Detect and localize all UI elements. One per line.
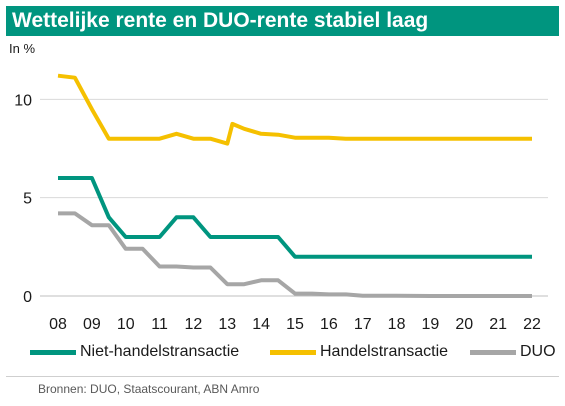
legend-label-niet: Niet-handelstransactie xyxy=(80,343,240,360)
y-tick-label: 0 xyxy=(23,289,32,306)
legend-swatch-duo xyxy=(470,349,516,355)
source-note: Bronnen: DUO, Staatscourant, ABN Amro xyxy=(38,382,260,396)
legend-item-handel: Handelstransactie xyxy=(270,342,448,362)
x-tick-label: 14 xyxy=(252,316,270,333)
legend-item-niet: Niet-handelstransactie xyxy=(30,342,239,362)
x-tick-label: 16 xyxy=(320,316,338,333)
x-tick-label: 22 xyxy=(523,316,541,333)
x-tick-label: 17 xyxy=(354,316,372,333)
title-banner: Wettelijke rente en DUO-rente stabiel la… xyxy=(6,6,559,36)
x-tick-label: 21 xyxy=(489,316,507,333)
series-line-0 xyxy=(58,176,532,259)
legend-swatch-niet xyxy=(30,349,76,355)
y-tick-label: 5 xyxy=(23,191,32,208)
y-unit-label: In % xyxy=(9,41,36,56)
line-chart: 0 5 10 08 09 10 11 12 13 14 15 16 17 18 19 20 21 22 xyxy=(14,73,548,333)
x-tick-label: 08 xyxy=(49,316,67,333)
x-tick-label: 11 xyxy=(151,316,168,333)
x-tick-label: 18 xyxy=(388,316,406,333)
chart-title: Wettelijke rente en DUO-rente stabiel la… xyxy=(12,9,429,32)
source-divider xyxy=(6,376,559,377)
x-tick-label: 13 xyxy=(218,316,236,333)
x-tick-label: 10 xyxy=(117,316,135,333)
x-tick-label: 19 xyxy=(422,316,440,333)
series-line-2 xyxy=(58,211,532,298)
legend-swatch-handel xyxy=(270,349,316,355)
legend-item-duo: DUO xyxy=(470,342,556,362)
series-line-1 xyxy=(57,73,532,146)
x-tick-label: 09 xyxy=(83,316,101,333)
x-tick-label: 12 xyxy=(185,316,203,333)
x-tick-label: 20 xyxy=(455,316,473,333)
x-tick-label: 15 xyxy=(286,316,304,333)
legend-label-duo: DUO xyxy=(520,343,556,360)
legend-label-handel: Handelstransactie xyxy=(320,343,449,360)
y-tick-label: 10 xyxy=(14,92,32,109)
